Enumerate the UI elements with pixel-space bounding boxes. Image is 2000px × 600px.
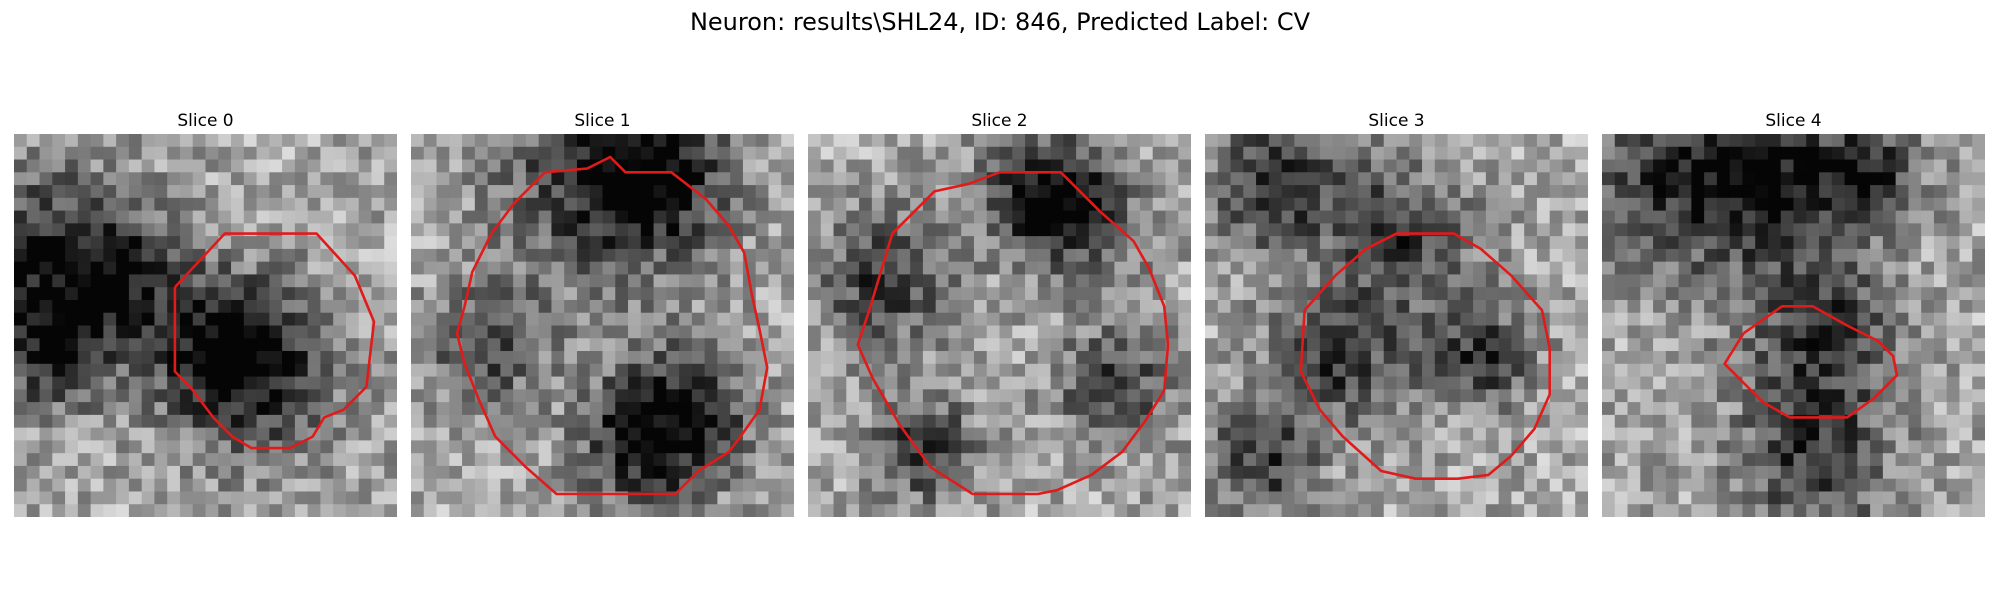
segmentation-contour	[1299, 232, 1552, 481]
slice-panel-1: Slice 1	[411, 108, 794, 517]
slice-panel-0: Slice 0	[14, 108, 397, 517]
slice-image	[1602, 134, 1985, 517]
slice-image	[14, 134, 397, 517]
segmentation-contour	[1723, 305, 1899, 419]
slice-image	[411, 134, 794, 517]
slice-title: Slice 1	[574, 111, 631, 131]
slice-panel-4: Slice 4	[1602, 108, 1985, 517]
slice-panel-3: Slice 3	[1205, 108, 1588, 517]
slice-title: Slice 2	[971, 111, 1028, 131]
slice-image	[1205, 134, 1588, 517]
figure-title: Neuron: results\SHL24, ID: 846, Predicte…	[689, 8, 1311, 36]
slice-title: Slice 4	[1765, 111, 1822, 131]
slice-image	[808, 134, 1191, 517]
slice-title: Slice 3	[1368, 111, 1425, 131]
segmentation-contour	[856, 170, 1170, 496]
segmentation-contour	[173, 232, 376, 450]
slice-title: Slice 0	[177, 111, 234, 131]
segmentation-contour	[455, 155, 769, 496]
slice-panel-2: Slice 2	[808, 108, 1191, 517]
